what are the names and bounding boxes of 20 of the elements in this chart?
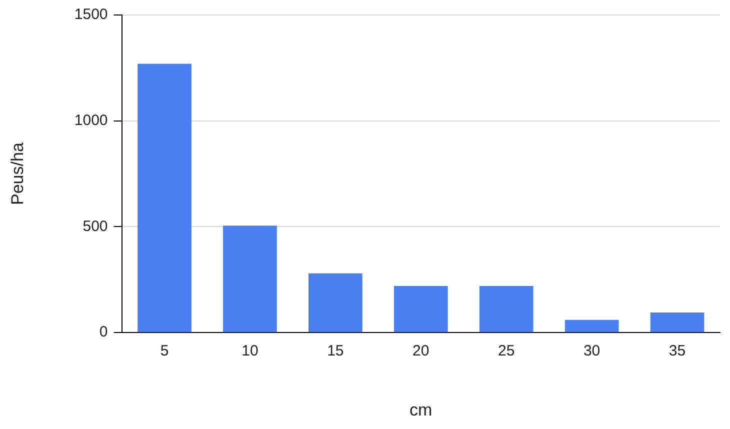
y-tick-label: 1000 (74, 112, 108, 130)
bar (564, 320, 619, 332)
y-tick-label: 1500 (74, 6, 108, 24)
bar (223, 226, 277, 332)
x-axis-title: cm (410, 400, 432, 420)
y-axis-title: Peus/ha (8, 142, 27, 205)
x-tick-label: 15 (327, 342, 344, 360)
bar (479, 286, 534, 332)
y-tick-label: 500 (82, 218, 108, 235)
bar (308, 273, 362, 332)
x-tick-label: 10 (242, 342, 258, 360)
x-tick-label: 25 (498, 342, 515, 360)
bar (650, 312, 704, 332)
bar (394, 286, 448, 332)
x-tick-label: 20 (412, 342, 430, 360)
x-tick-label: 35 (668, 342, 686, 360)
bar (138, 64, 192, 332)
x-tick-label: 5 (160, 342, 169, 360)
x-tick-label: 30 (583, 342, 600, 360)
y-tick-label: 0 (99, 324, 108, 341)
